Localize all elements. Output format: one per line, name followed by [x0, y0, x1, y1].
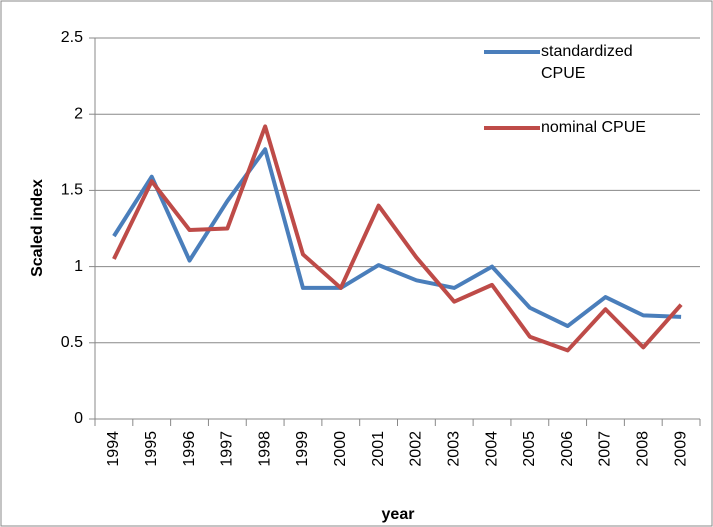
- x-tick-label: 1994: [105, 431, 122, 467]
- x-tick-label: 2003: [445, 431, 462, 467]
- x-tick-label: 1997: [219, 431, 236, 467]
- x-tick-label: 2005: [521, 431, 538, 467]
- x-tick-label: 2009: [672, 431, 689, 467]
- y-tick-label: 1: [74, 258, 83, 275]
- y-tick-label: 0: [74, 410, 83, 427]
- y-tick-label: 2: [74, 105, 83, 122]
- x-axis-title: year: [382, 506, 415, 523]
- x-tick-label: 2006: [559, 431, 576, 467]
- y-tick-label: 1.5: [61, 182, 83, 199]
- x-tick-label: 2002: [408, 431, 425, 467]
- x-tick-label: 2008: [635, 431, 652, 467]
- x-tick-label: 2000: [332, 431, 349, 467]
- x-tick-label: 2007: [597, 431, 614, 467]
- x-tick-label: 2004: [483, 431, 500, 467]
- x-tick-label: 2001: [370, 431, 387, 467]
- y-tick-label: 0.5: [61, 334, 83, 351]
- series-line: [112, 124, 683, 353]
- legend-label: standardized CPUE: [541, 43, 633, 82]
- x-tick-label: 1998: [256, 431, 273, 467]
- legend-label: nominal CPUE: [541, 119, 646, 136]
- x-tick-label: 1996: [181, 431, 198, 467]
- x-tick-label: 1999: [294, 431, 311, 467]
- y-axis-title: Scaled index: [29, 179, 46, 277]
- x-tick-label: 1995: [143, 431, 160, 467]
- y-tick-label: 2.5: [61, 29, 83, 46]
